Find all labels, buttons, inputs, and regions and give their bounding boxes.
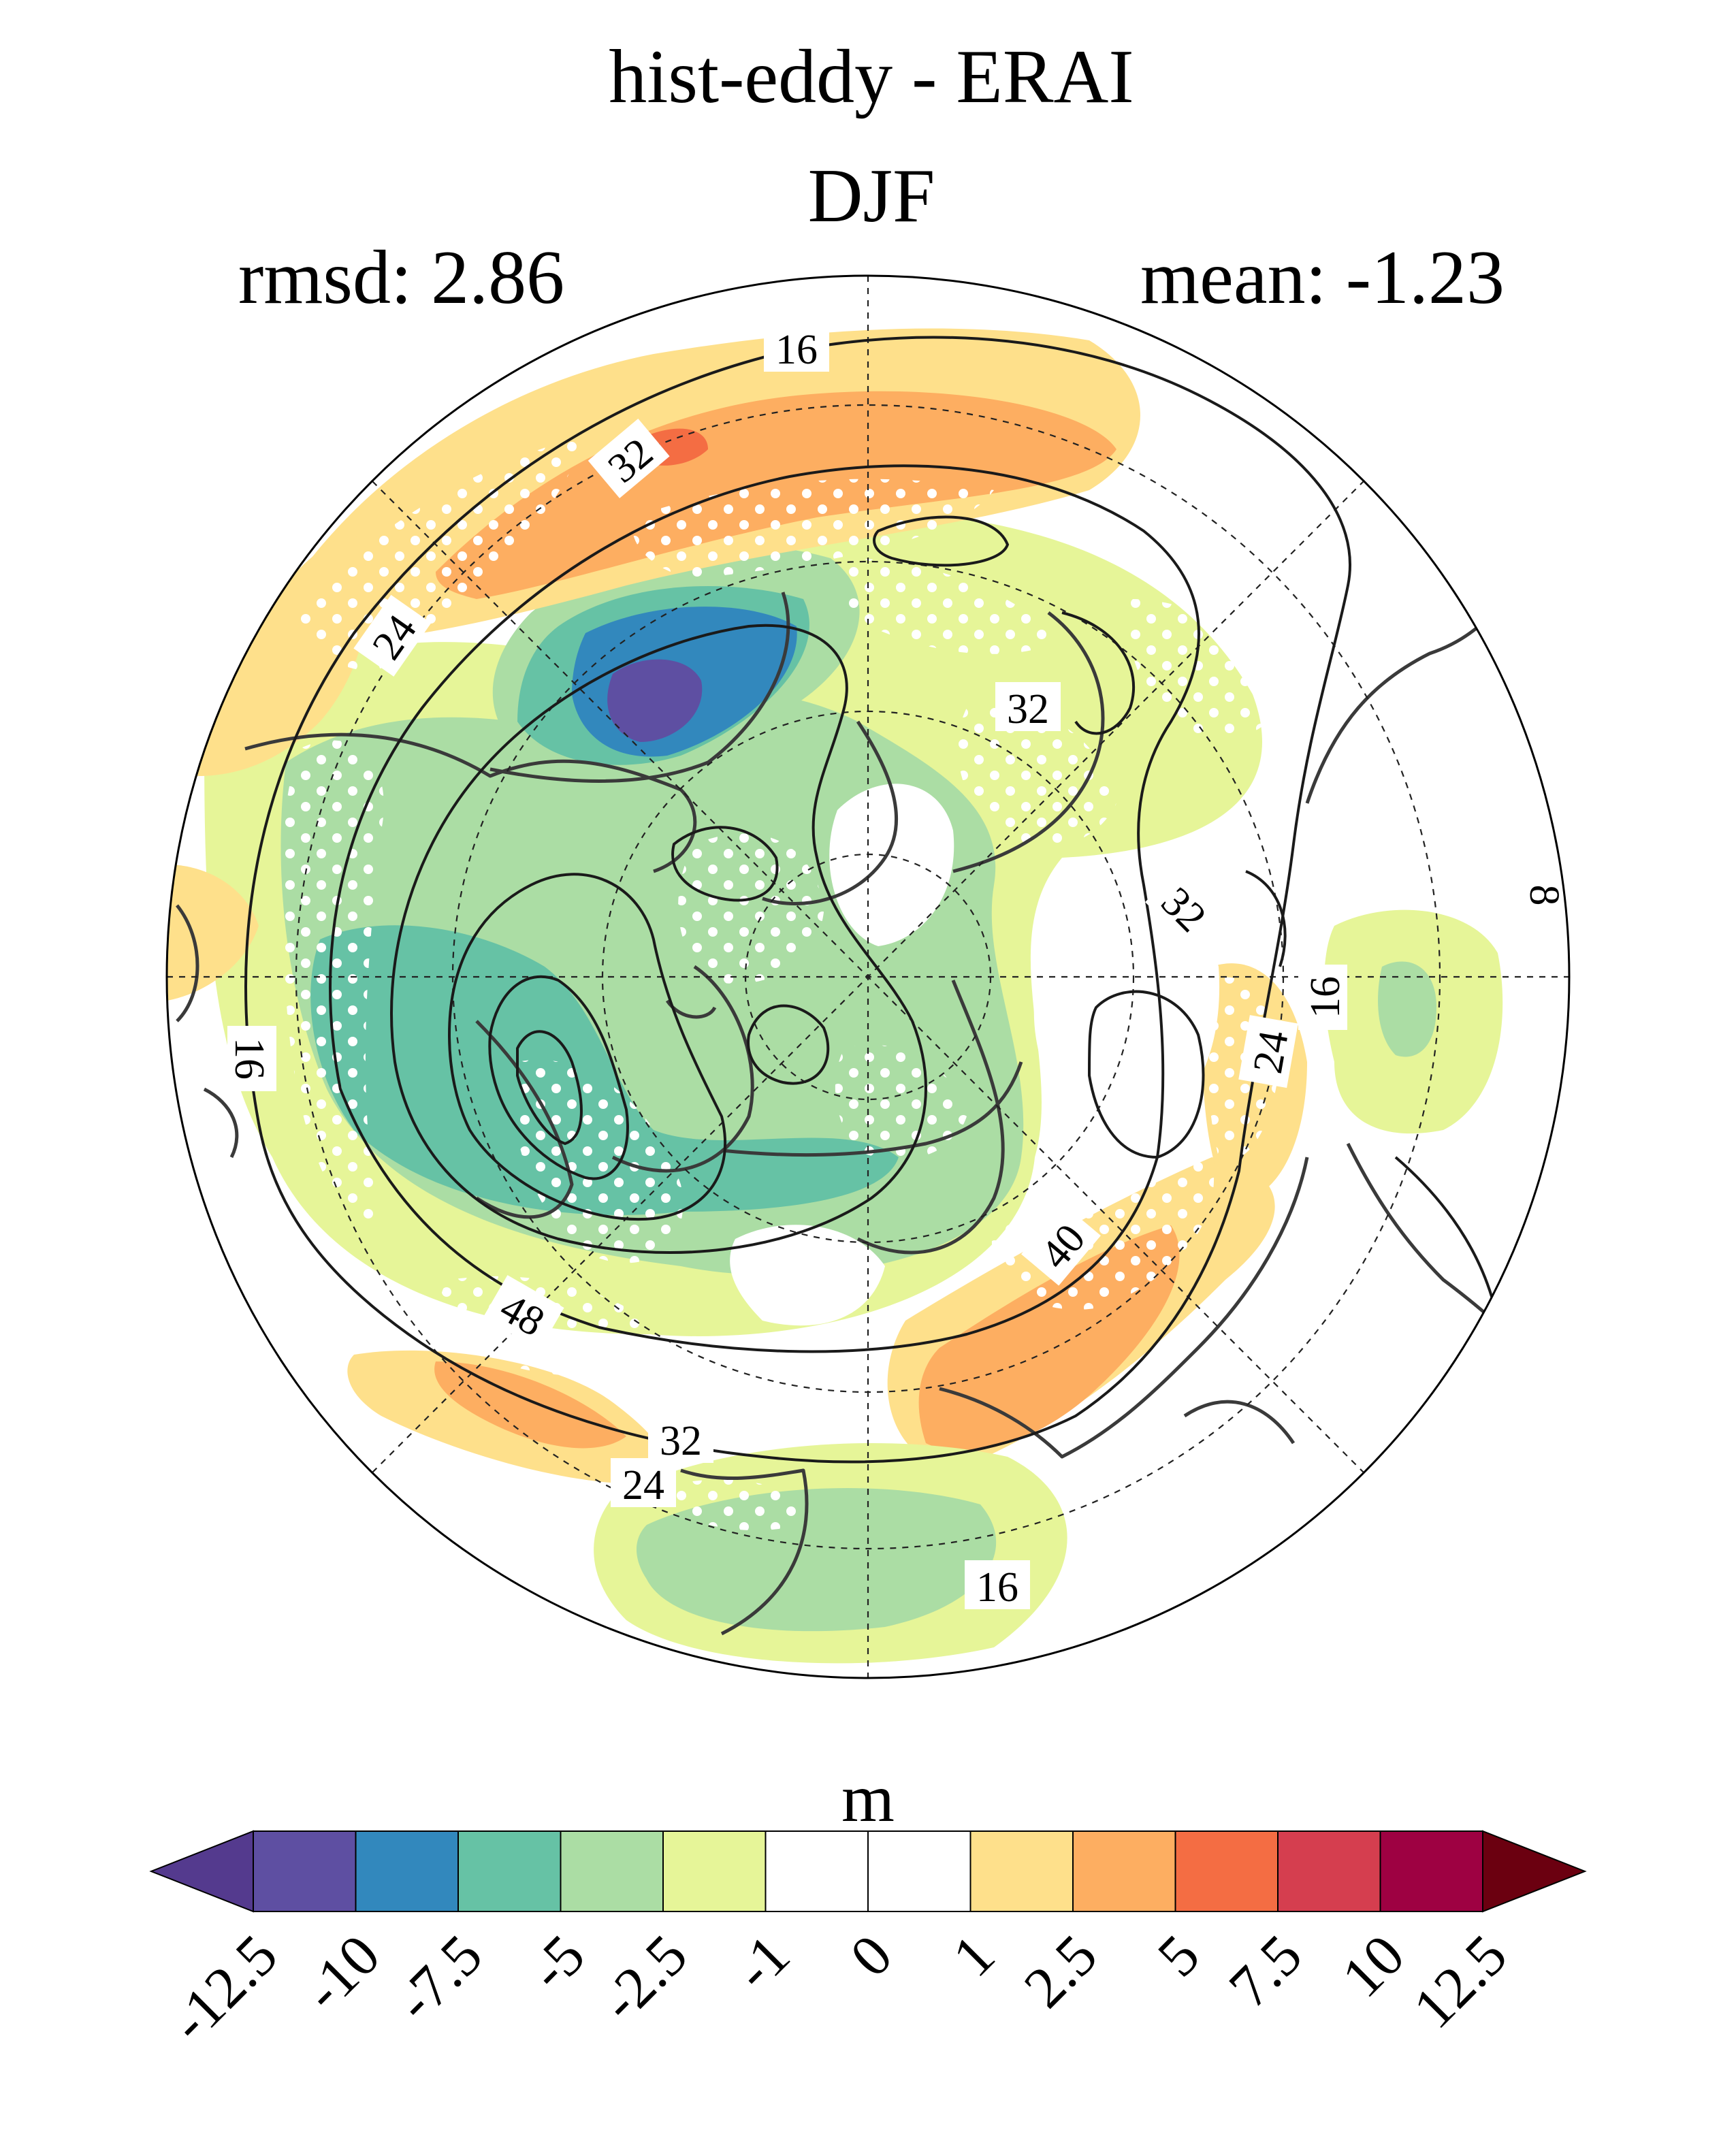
mean-label: mean: -1.23 (1140, 236, 1505, 320)
colorbar-tick-label: -10 (291, 1922, 392, 2024)
region-atlantic-white (730, 1225, 885, 1326)
colorbar-segment (1277, 1830, 1381, 1912)
colorbar-tick-label: 2.5 (1012, 1922, 1110, 2020)
colorbar-segment (1379, 1830, 1483, 1912)
colorbar-under-triangle (149, 1830, 254, 1913)
colorbar-segment (1174, 1830, 1279, 1912)
rmsd-label: rmsd: 2.86 (238, 236, 564, 320)
contour-label-24-atlantic: 24 (622, 1462, 664, 1508)
colorbar-segment (662, 1830, 767, 1912)
colorbar-tick-label: -5 (516, 1922, 597, 2003)
map-boundary (165, 274, 1571, 1679)
colorbar-tick-label: 1 (940, 1922, 1007, 1989)
contour-label-16-east: 16 (1302, 976, 1349, 1018)
region-pole-white (829, 784, 954, 946)
colorbar-tick-label: -12.5 (157, 1922, 290, 2055)
colorbar-tick-label: 7.5 (1217, 1922, 1315, 2020)
contour-label-8: 8 (1521, 885, 1567, 906)
contour-label-32-arctic: 32 (1007, 686, 1049, 732)
colorbar-segment (457, 1830, 562, 1912)
colorbar-tick-label: -1 (721, 1922, 802, 2003)
contour-label-32-atlantic: 32 (660, 1418, 702, 1464)
region-indian-green (1378, 961, 1436, 1057)
polar-map: 16 32 24 32 32 8 16 16 24 40 48 32 24 16 (165, 274, 1571, 1679)
chart-title: hist-eddy - ERAI (609, 35, 1134, 119)
colorbar-over-triangle (1482, 1830, 1587, 1913)
colorbar-segment (560, 1830, 664, 1912)
season-label: DJF (808, 154, 935, 238)
region-siberia-teal (310, 925, 899, 1215)
region-west-yellow (167, 865, 259, 1001)
colorbar-segment (1072, 1830, 1176, 1912)
colorbar-segment (253, 1830, 357, 1912)
contour-label-24-east: 24 (1244, 1027, 1298, 1077)
colorbar-tick-label: 12.5 (1400, 1922, 1519, 2041)
contour-label-16-top: 16 (775, 327, 818, 373)
colorbar-tick-label: -7.5 (383, 1922, 494, 2034)
colorbar-segment (765, 1830, 869, 1912)
contour-label-16-west: 16 (226, 1037, 272, 1080)
colorbar-tick-label: -2.5 (588, 1922, 699, 2034)
region-canada-purple (607, 659, 703, 742)
region-atlantic-orange (434, 1361, 626, 1449)
colorbar-segment (355, 1830, 459, 1912)
region-npacific-white (1033, 892, 1220, 1144)
colorbar-segment (969, 1830, 1074, 1912)
colorbar-segment (867, 1830, 971, 1912)
significance-stippling (282, 436, 1280, 1531)
coastlines (176, 584, 1554, 1636)
contour-label-16-bottom: 16 (976, 1564, 1018, 1611)
colorbar-unit: m (841, 1760, 895, 1836)
colorbar-tick-label: 5 (1145, 1922, 1212, 1989)
colorbar-tick-label: 0 (837, 1922, 904, 1989)
